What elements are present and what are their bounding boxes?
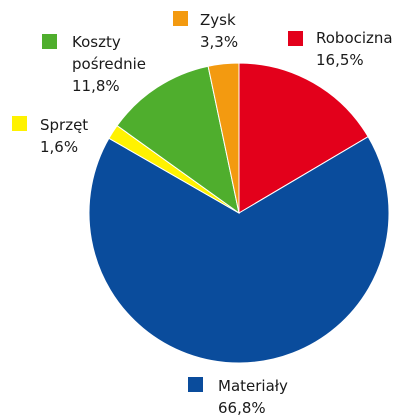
slice-label: Robocizna 16,5%: [316, 27, 401, 71]
slice-label: Materiały 66,8%: [218, 375, 318, 417]
legend-swatch: [288, 31, 303, 46]
slice-label: Zysk 3,3%: [200, 9, 260, 53]
category-name: Robocizna: [316, 29, 393, 47]
category-name: Koszty pośrednie: [72, 33, 147, 73]
category-name: Zysk: [200, 11, 236, 29]
slice-label: Koszty pośrednie 11,8%: [72, 31, 172, 97]
value-label: 66,8%: [218, 399, 266, 417]
pie-slice: [88, 135, 390, 364]
pie-slice: [207, 62, 240, 214]
legend-swatch: [42, 34, 57, 49]
pie-slice: [238, 62, 369, 214]
pie-slice: [116, 65, 240, 215]
category-name: Materiały: [218, 377, 288, 395]
legend-swatch: [173, 11, 188, 26]
legend-swatch: [12, 116, 27, 131]
value-label: 3,3%: [200, 33, 239, 51]
value-label: 11,8%: [72, 77, 120, 95]
value-label: 16,5%: [316, 51, 364, 69]
legend-swatch: [188, 377, 203, 392]
category-name: Sprzęt: [40, 116, 89, 134]
slice-label: Sprzęt 1,6%: [40, 114, 110, 158]
value-label: 1,6%: [40, 138, 79, 156]
